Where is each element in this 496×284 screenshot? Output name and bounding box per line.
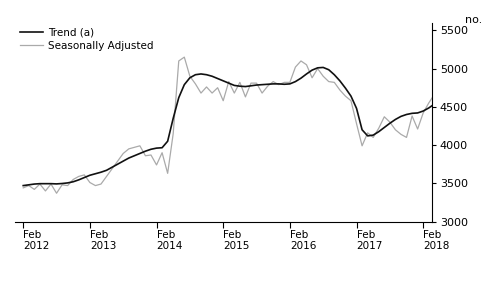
Y-axis label: no.: no. <box>465 15 482 25</box>
Legend: Trend (a), Seasonally Adjusted: Trend (a), Seasonally Adjusted <box>20 28 154 51</box>
